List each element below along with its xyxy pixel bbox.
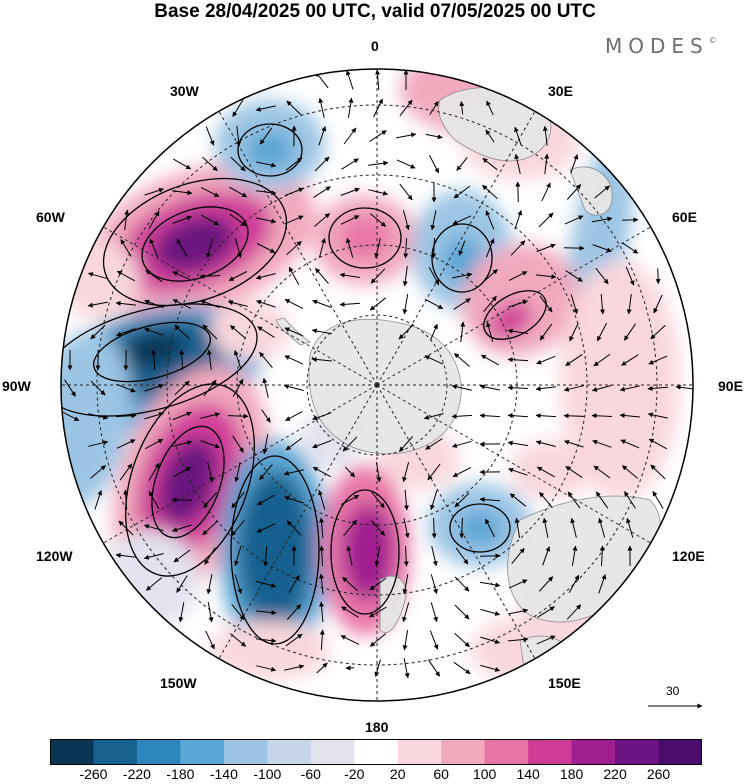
color-scale-swatch <box>398 739 442 765</box>
color-scale-swatch <box>50 739 94 765</box>
color-scale-tick-label: -220 <box>123 766 151 782</box>
lon-label-60w: 60W <box>36 209 65 225</box>
lon-label-30w: 30W <box>170 83 199 99</box>
wind-vector-arrow <box>346 668 354 669</box>
color-scale-swatch <box>311 739 355 765</box>
color-scale-tick-label: 180 <box>560 766 583 782</box>
wind-vector-arrow <box>622 220 638 221</box>
color-scale-swatch <box>354 739 398 765</box>
color-scale-tick-label: 140 <box>516 766 539 782</box>
color-scale-tick-label: 20 <box>390 766 406 782</box>
color-scale-swatch <box>528 739 572 765</box>
color-scale-tick-label: -180 <box>166 766 194 782</box>
color-scale-tick-label: -100 <box>253 766 281 782</box>
lon-label-90e: 90E <box>718 378 743 394</box>
color-scale-swatch <box>659 739 702 765</box>
color-scale-tick-label: 100 <box>473 766 496 782</box>
color-scale-tick-label: -60 <box>301 766 321 782</box>
color-scale-tick-label: -140 <box>210 766 238 782</box>
reference-vector-label: 30 <box>666 684 679 698</box>
lon-label-120e: 120E <box>672 548 705 564</box>
color-scale-tick-label: 60 <box>433 766 449 782</box>
color-scale-tick-label: -260 <box>79 766 107 782</box>
wind-vector-arrow <box>564 248 584 249</box>
wind-vector-arrow <box>172 500 192 501</box>
color-scale-swatch <box>137 739 181 765</box>
color-scale-tick-label: 260 <box>647 766 670 782</box>
color-scale-swatch <box>572 739 616 765</box>
lon-label-150w: 150W <box>160 675 197 691</box>
lon-label-180: 180 <box>365 719 388 735</box>
graticule <box>57 65 697 705</box>
color-scale-tick-label: -20 <box>344 766 364 782</box>
wind-vector-arrow <box>658 268 659 283</box>
color-scale-swatch <box>267 739 311 765</box>
lon-label-150e: 150E <box>548 675 581 691</box>
color-scale-swatch <box>93 739 137 765</box>
color-scale-labels: -260 -220 -180 -140 -100 -60 -20 20 60 100 140 180 2… <box>0 766 750 784</box>
lon-label-90w: 90W <box>2 378 31 394</box>
color-scale-swatch <box>615 739 659 765</box>
color-scale-tick-label: 220 <box>603 766 626 782</box>
color-scale-swatch <box>180 739 224 765</box>
color-scale-bar <box>50 739 702 765</box>
lon-label-0: 0 <box>371 38 379 54</box>
wind-vector-arrow <box>518 182 519 202</box>
color-scale-swatch <box>224 739 268 765</box>
color-scale-swatch <box>485 739 529 765</box>
lon-label-120w: 120W <box>36 548 73 564</box>
lon-label-30e: 30E <box>548 83 573 99</box>
lon-label-60e: 60E <box>672 209 697 225</box>
color-scale-swatch <box>441 739 485 765</box>
